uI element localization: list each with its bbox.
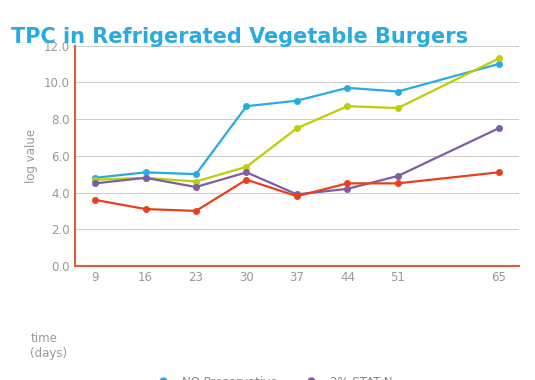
Y-axis label: log value: log value [25, 129, 39, 183]
X-axis label: time
(days): time (days) [30, 332, 67, 360]
Text: TPC in Refrigerated Vegetable Burgers: TPC in Refrigerated Vegetable Burgers [11, 27, 468, 47]
Legend: NO Preservative, Nat. Preservative, 2% STAT-N, LA treat/2% STAT-N: NO Preservative, Nat. Preservative, 2% S… [146, 371, 448, 380]
